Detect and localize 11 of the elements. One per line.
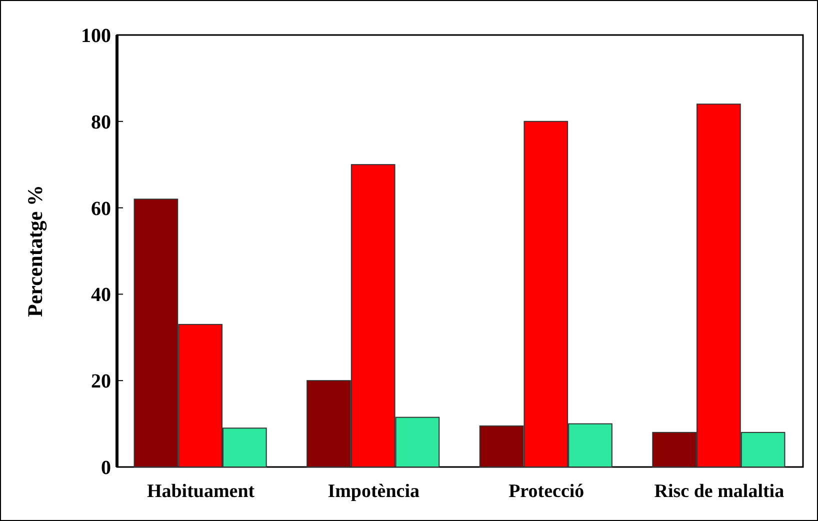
x-tick-label: Risc de malaltia <box>654 481 785 502</box>
y-tick-label: 0 <box>101 457 111 479</box>
x-tick-label: Impotència <box>328 481 420 502</box>
y-tick-label: 20 <box>91 370 111 393</box>
x-tick-label: Protecció <box>508 481 584 502</box>
y-tick-label: 40 <box>91 284 111 306</box>
y-tick-label: 80 <box>91 111 111 134</box>
y-tick-label: 100 <box>81 25 111 47</box>
x-tick-label: Habituament <box>146 481 256 502</box>
y-tick-label: 60 <box>91 198 111 220</box>
y-axis-title: Percentatge % <box>23 185 47 317</box>
